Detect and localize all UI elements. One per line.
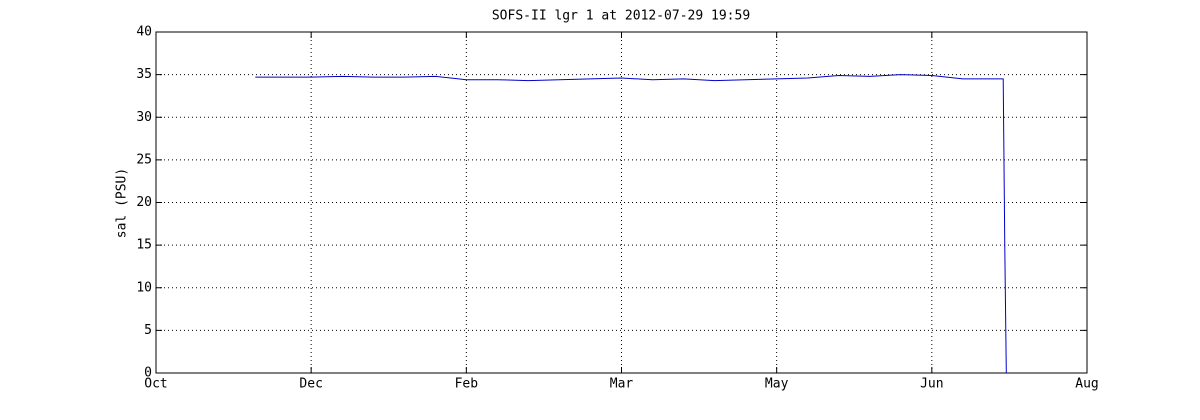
x-tick-label: Dec	[299, 377, 322, 392]
y-tick-label: 30	[136, 110, 152, 125]
y-tick-label: 40	[136, 25, 152, 40]
chart-title: SOFS-II lgr 1 at 2012-07-29 19:59	[492, 9, 750, 24]
y-tick-label: 10	[136, 280, 152, 295]
y-tick-label: 15	[136, 238, 152, 253]
y-tick-label: 5	[144, 323, 152, 338]
x-tick-label: Feb	[455, 377, 479, 392]
x-tick-label: Jun	[920, 377, 943, 392]
plot-frame	[155, 31, 1088, 374]
y-axis-label: sal (PSU)	[115, 168, 130, 238]
x-tick-label: Mar	[610, 377, 634, 392]
y-tick-label: 25	[136, 152, 152, 167]
y-tick-label: 35	[136, 67, 152, 82]
data-line	[255, 74, 1007, 374]
x-tick-label: Aug	[1075, 377, 1098, 392]
x-tick-label: May	[765, 377, 789, 392]
y-tick-label: 0	[144, 366, 152, 381]
x-tick-label: Oct	[144, 377, 167, 392]
y-tick-label: 20	[136, 195, 152, 210]
